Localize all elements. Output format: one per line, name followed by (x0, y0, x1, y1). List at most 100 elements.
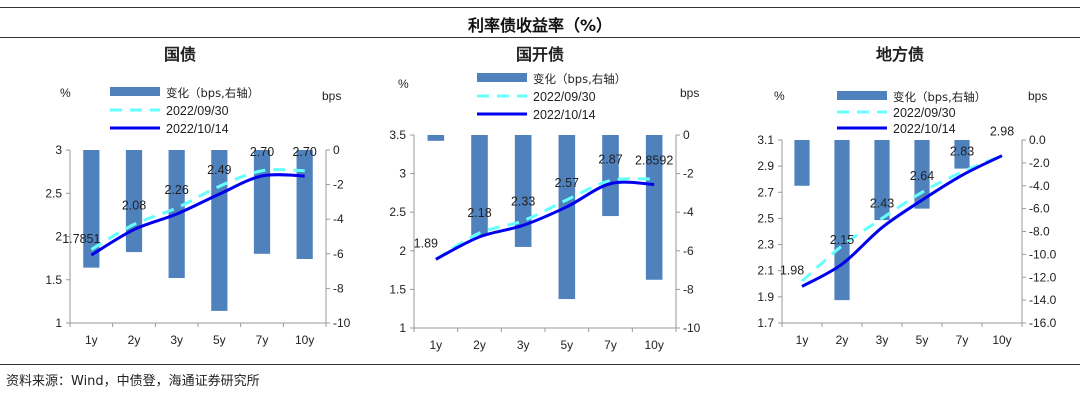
data-label: 2.26 (164, 183, 188, 197)
x-tick-label: 1y (796, 333, 809, 347)
bar (914, 140, 930, 209)
left-tick-label: 3 (399, 167, 406, 181)
data-label: 2.33 (511, 194, 535, 208)
x-tick-label: 1y (429, 338, 442, 352)
right-tick-label: -6.0 (1029, 202, 1050, 216)
left-tick-label: 2.7 (757, 185, 774, 199)
x-tick-label: 5y (213, 333, 226, 347)
right-tick-label: -4 (683, 205, 694, 219)
top-rule (0, 7, 1080, 8)
x-tick-label: 2y (473, 338, 486, 352)
legend-label: 变化（bps,右轴） (166, 86, 259, 100)
legend-label: 2022/09/30 (166, 104, 229, 118)
legend-label: 2022/10/14 (533, 108, 596, 122)
bar (514, 135, 532, 247)
data-label: 2.83 (950, 144, 974, 158)
chart-title: 国债 (164, 45, 196, 64)
left-tick-label: 1.5 (389, 282, 406, 296)
right-tick-label: -10.0 (1029, 247, 1057, 261)
right-tick-label: -14.0 (1029, 293, 1057, 307)
left-tick-label: 2.1 (757, 264, 774, 278)
data-label: 2.70 (292, 145, 316, 159)
left-tick-label: 3.1 (757, 133, 774, 147)
bar (874, 140, 890, 221)
x-tick-label: 3y (170, 333, 183, 347)
bar (253, 150, 271, 254)
right-tick-label: -10 (333, 316, 351, 330)
left-tick-label: 2.5 (757, 211, 774, 225)
right-tick-label: 0.0 (1029, 133, 1046, 147)
data-label: 2.18 (467, 206, 491, 220)
right-tick-label: -10 (683, 321, 701, 335)
right-tick-label: -2 (333, 178, 344, 192)
right-tick-label: -8.0 (1029, 225, 1050, 239)
left-tick-label: 2 (55, 230, 62, 244)
x-tick-label: 3y (517, 338, 530, 352)
left-tick-label: 3.5 (389, 128, 406, 142)
line-2022-09-30 (801, 154, 1003, 283)
right-tick-label: 0 (333, 143, 340, 157)
left-tick-label: 3 (55, 143, 62, 157)
data-label: 2.64 (910, 169, 934, 183)
bar (794, 140, 810, 186)
left-tick-label: 2.9 (757, 159, 774, 173)
data-label: 2.8592 (635, 153, 673, 167)
data-label: 2.43 (870, 197, 894, 211)
right-tick-label: 0 (683, 128, 690, 142)
x-tick-label: 1y (85, 333, 98, 347)
chart-title: 地方债 (876, 45, 924, 64)
x-tick-label: 2y (836, 333, 849, 347)
left-tick-label: 1 (399, 321, 406, 335)
legend-label: 2022/10/14 (166, 122, 229, 136)
bar (954, 140, 970, 169)
legend-swatch-bar (110, 87, 160, 96)
right-axis-unit: bps (322, 89, 341, 103)
bar (645, 135, 663, 280)
legend-label: 2022/10/14 (893, 122, 956, 136)
data-label: 2.49 (207, 163, 231, 177)
bar (602, 135, 619, 217)
data-label: 2.87 (598, 153, 622, 167)
legend-swatch-bar (837, 91, 887, 100)
left-tick-label: 1.5 (45, 273, 62, 287)
x-tick-label: 10y (644, 338, 663, 352)
legend-label: 2022/09/30 (533, 90, 596, 104)
legend-label: 变化（bps,右轴） (893, 90, 986, 104)
legend-label: 2022/09/30 (893, 106, 956, 120)
bar (834, 140, 850, 301)
chart-2: 国开债% bps 变化（bps,右轴） 2022/09/30 2022/10/14 1 1.… (389, 45, 700, 352)
title-rule (0, 37, 1080, 38)
left-tick-label: 1.9 (757, 290, 774, 304)
x-tick-label: 3y (876, 333, 889, 347)
bar (427, 135, 445, 141)
chart-3: 地方债% bps 变化（bps,右轴） 2022/09/30 2022/10/14 1.7… (757, 45, 1056, 347)
bar (211, 150, 228, 311)
x-tick-label: 7y (604, 338, 617, 352)
chart-title: 国开债 (516, 45, 564, 64)
left-tick-label: 2 (399, 244, 406, 258)
right-tick-label: -4 (333, 212, 344, 226)
data-label: 2.15 (830, 233, 854, 247)
left-axis-unit: % (398, 77, 409, 91)
data-label: 2.08 (122, 199, 146, 213)
left-tick-label: 1.7 (757, 316, 774, 330)
left-tick-label: 2.5 (45, 186, 62, 200)
right-axis-unit: bps (1028, 89, 1047, 103)
bar (296, 150, 313, 259)
line-2022-10-14 (90, 173, 305, 257)
bar (83, 150, 100, 268)
right-tick-label: -12.0 (1029, 270, 1057, 284)
x-tick-label: 10y (295, 333, 314, 347)
left-tick-label: 2.5 (389, 205, 406, 219)
line-2022-09-30 (435, 177, 655, 261)
data-label: 2.98 (990, 125, 1014, 139)
left-axis-unit: % (774, 89, 785, 103)
line-2022-10-14 (435, 180, 655, 261)
source-note: 资料来源：Wind，中债登，海通证券研究所 (6, 374, 260, 389)
data-label: 2.70 (250, 145, 274, 159)
right-tick-label: -6 (333, 247, 344, 261)
right-tick-label: -8 (683, 282, 694, 296)
x-tick-label: 2y (128, 333, 141, 347)
right-tick-label: -2 (683, 167, 694, 181)
right-axis-unit: bps (680, 86, 699, 100)
